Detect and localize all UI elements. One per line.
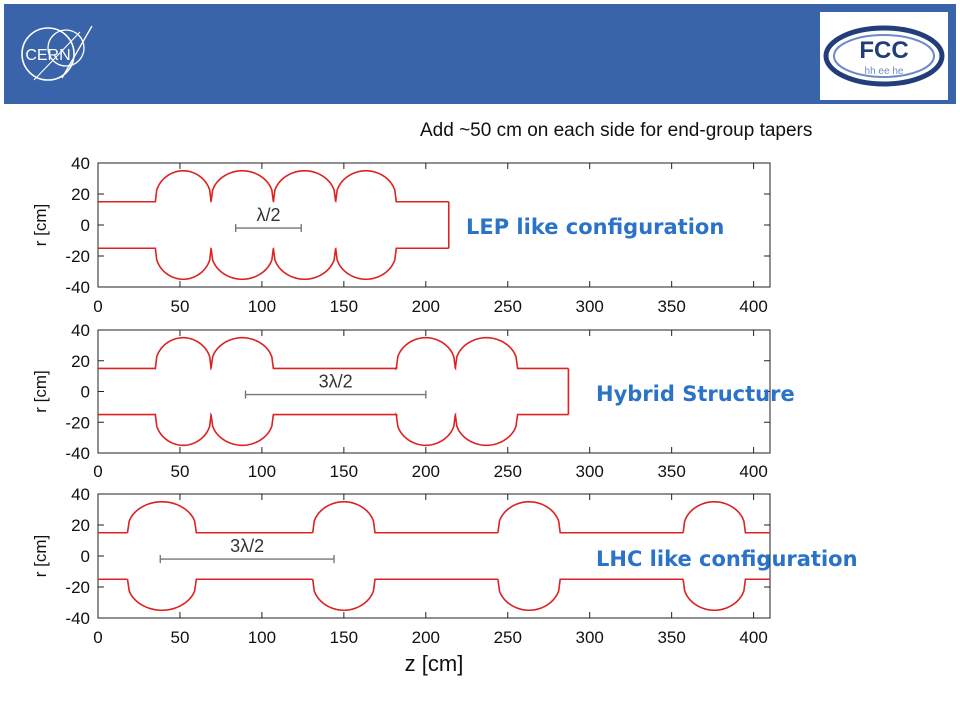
fcc-logo-box: FCC hh ee he [820, 12, 948, 100]
y-tick-label: 0 [81, 547, 90, 566]
configuration-label: Hybrid Structure [596, 382, 795, 406]
configuration-label: LEP like configuration [466, 215, 724, 239]
y-axis-label: r [cm] [31, 204, 50, 247]
cavity-outline-lower [98, 578, 770, 612]
x-tick-label: 200 [412, 297, 440, 316]
fcc-logo-icon: FCC hh ee he [823, 25, 945, 87]
x-tick-label: 350 [657, 297, 685, 316]
y-tick-label: 20 [71, 516, 90, 535]
y-tick-label: -20 [65, 413, 90, 432]
wavelength-label: 3λ/2 [319, 372, 353, 392]
x-tick-label: 100 [248, 628, 276, 647]
cavity-outline-upper [98, 336, 569, 371]
y-axis-label: r [cm] [31, 535, 50, 578]
fcc-logo-subtext: hh ee he [865, 66, 904, 77]
cavity-outline-upper [98, 500, 770, 534]
x-tick-label: 400 [739, 462, 767, 481]
x-tick-label: 150 [330, 462, 358, 481]
x-tick-label: 50 [170, 628, 189, 647]
y-axis-label: r [cm] [31, 370, 50, 413]
x-tick-label: 350 [657, 462, 685, 481]
x-axis-label: z [cm] [405, 651, 464, 676]
x-tick-label: 50 [170, 462, 189, 481]
x-tick-label: 300 [576, 628, 604, 647]
y-tick-label: -40 [65, 278, 90, 297]
x-tick-label: 400 [739, 297, 767, 316]
x-tick-label: 200 [412, 462, 440, 481]
y-tick-label: 0 [81, 383, 90, 402]
x-tick-label: 50 [170, 297, 189, 316]
cern-logo-icon: CERN [21, 25, 93, 81]
x-tick-label: 150 [330, 297, 358, 316]
cern-logo-text: CERN [25, 47, 70, 64]
x-tick-label: 250 [494, 628, 522, 647]
y-tick-label: -20 [65, 578, 90, 597]
x-tick-label: 400 [739, 628, 767, 647]
cavity-outline-lower [98, 247, 449, 281]
y-tick-label: 20 [71, 352, 90, 371]
x-tick-label: 100 [248, 297, 276, 316]
fcc-logo-text: FCC [859, 37, 908, 64]
x-tick-label: 250 [494, 297, 522, 316]
x-tick-label: 0 [93, 628, 102, 647]
taper-note: Add ~50 cm on each side for end-group ta… [420, 120, 813, 141]
y-tick-label: -40 [65, 609, 90, 628]
x-tick-label: 250 [494, 462, 522, 481]
y-tick-label: -40 [65, 444, 90, 463]
header-bar: CERN FCC hh ee he [4, 4, 956, 104]
x-tick-label: 0 [93, 297, 102, 316]
configuration-label: LHC like configuration [596, 547, 858, 571]
y-tick-label: 20 [71, 185, 90, 204]
y-tick-label: 40 [71, 321, 90, 340]
x-tick-label: 200 [412, 628, 440, 647]
cavity-outline-lower [98, 412, 569, 447]
y-tick-label: 40 [71, 485, 90, 504]
x-tick-label: 150 [330, 628, 358, 647]
y-tick-label: 0 [81, 216, 90, 235]
x-tick-label: 300 [576, 297, 604, 316]
y-tick-label: 40 [71, 154, 90, 173]
y-tick-label: -20 [65, 247, 90, 266]
x-tick-label: 0 [93, 462, 102, 481]
x-tick-label: 350 [657, 628, 685, 647]
wavelength-label: 3λ/2 [230, 536, 264, 556]
cavity-outline-upper [98, 169, 449, 203]
wavelength-label: λ/2 [256, 205, 280, 225]
x-tick-label: 100 [248, 462, 276, 481]
x-tick-label: 300 [576, 462, 604, 481]
